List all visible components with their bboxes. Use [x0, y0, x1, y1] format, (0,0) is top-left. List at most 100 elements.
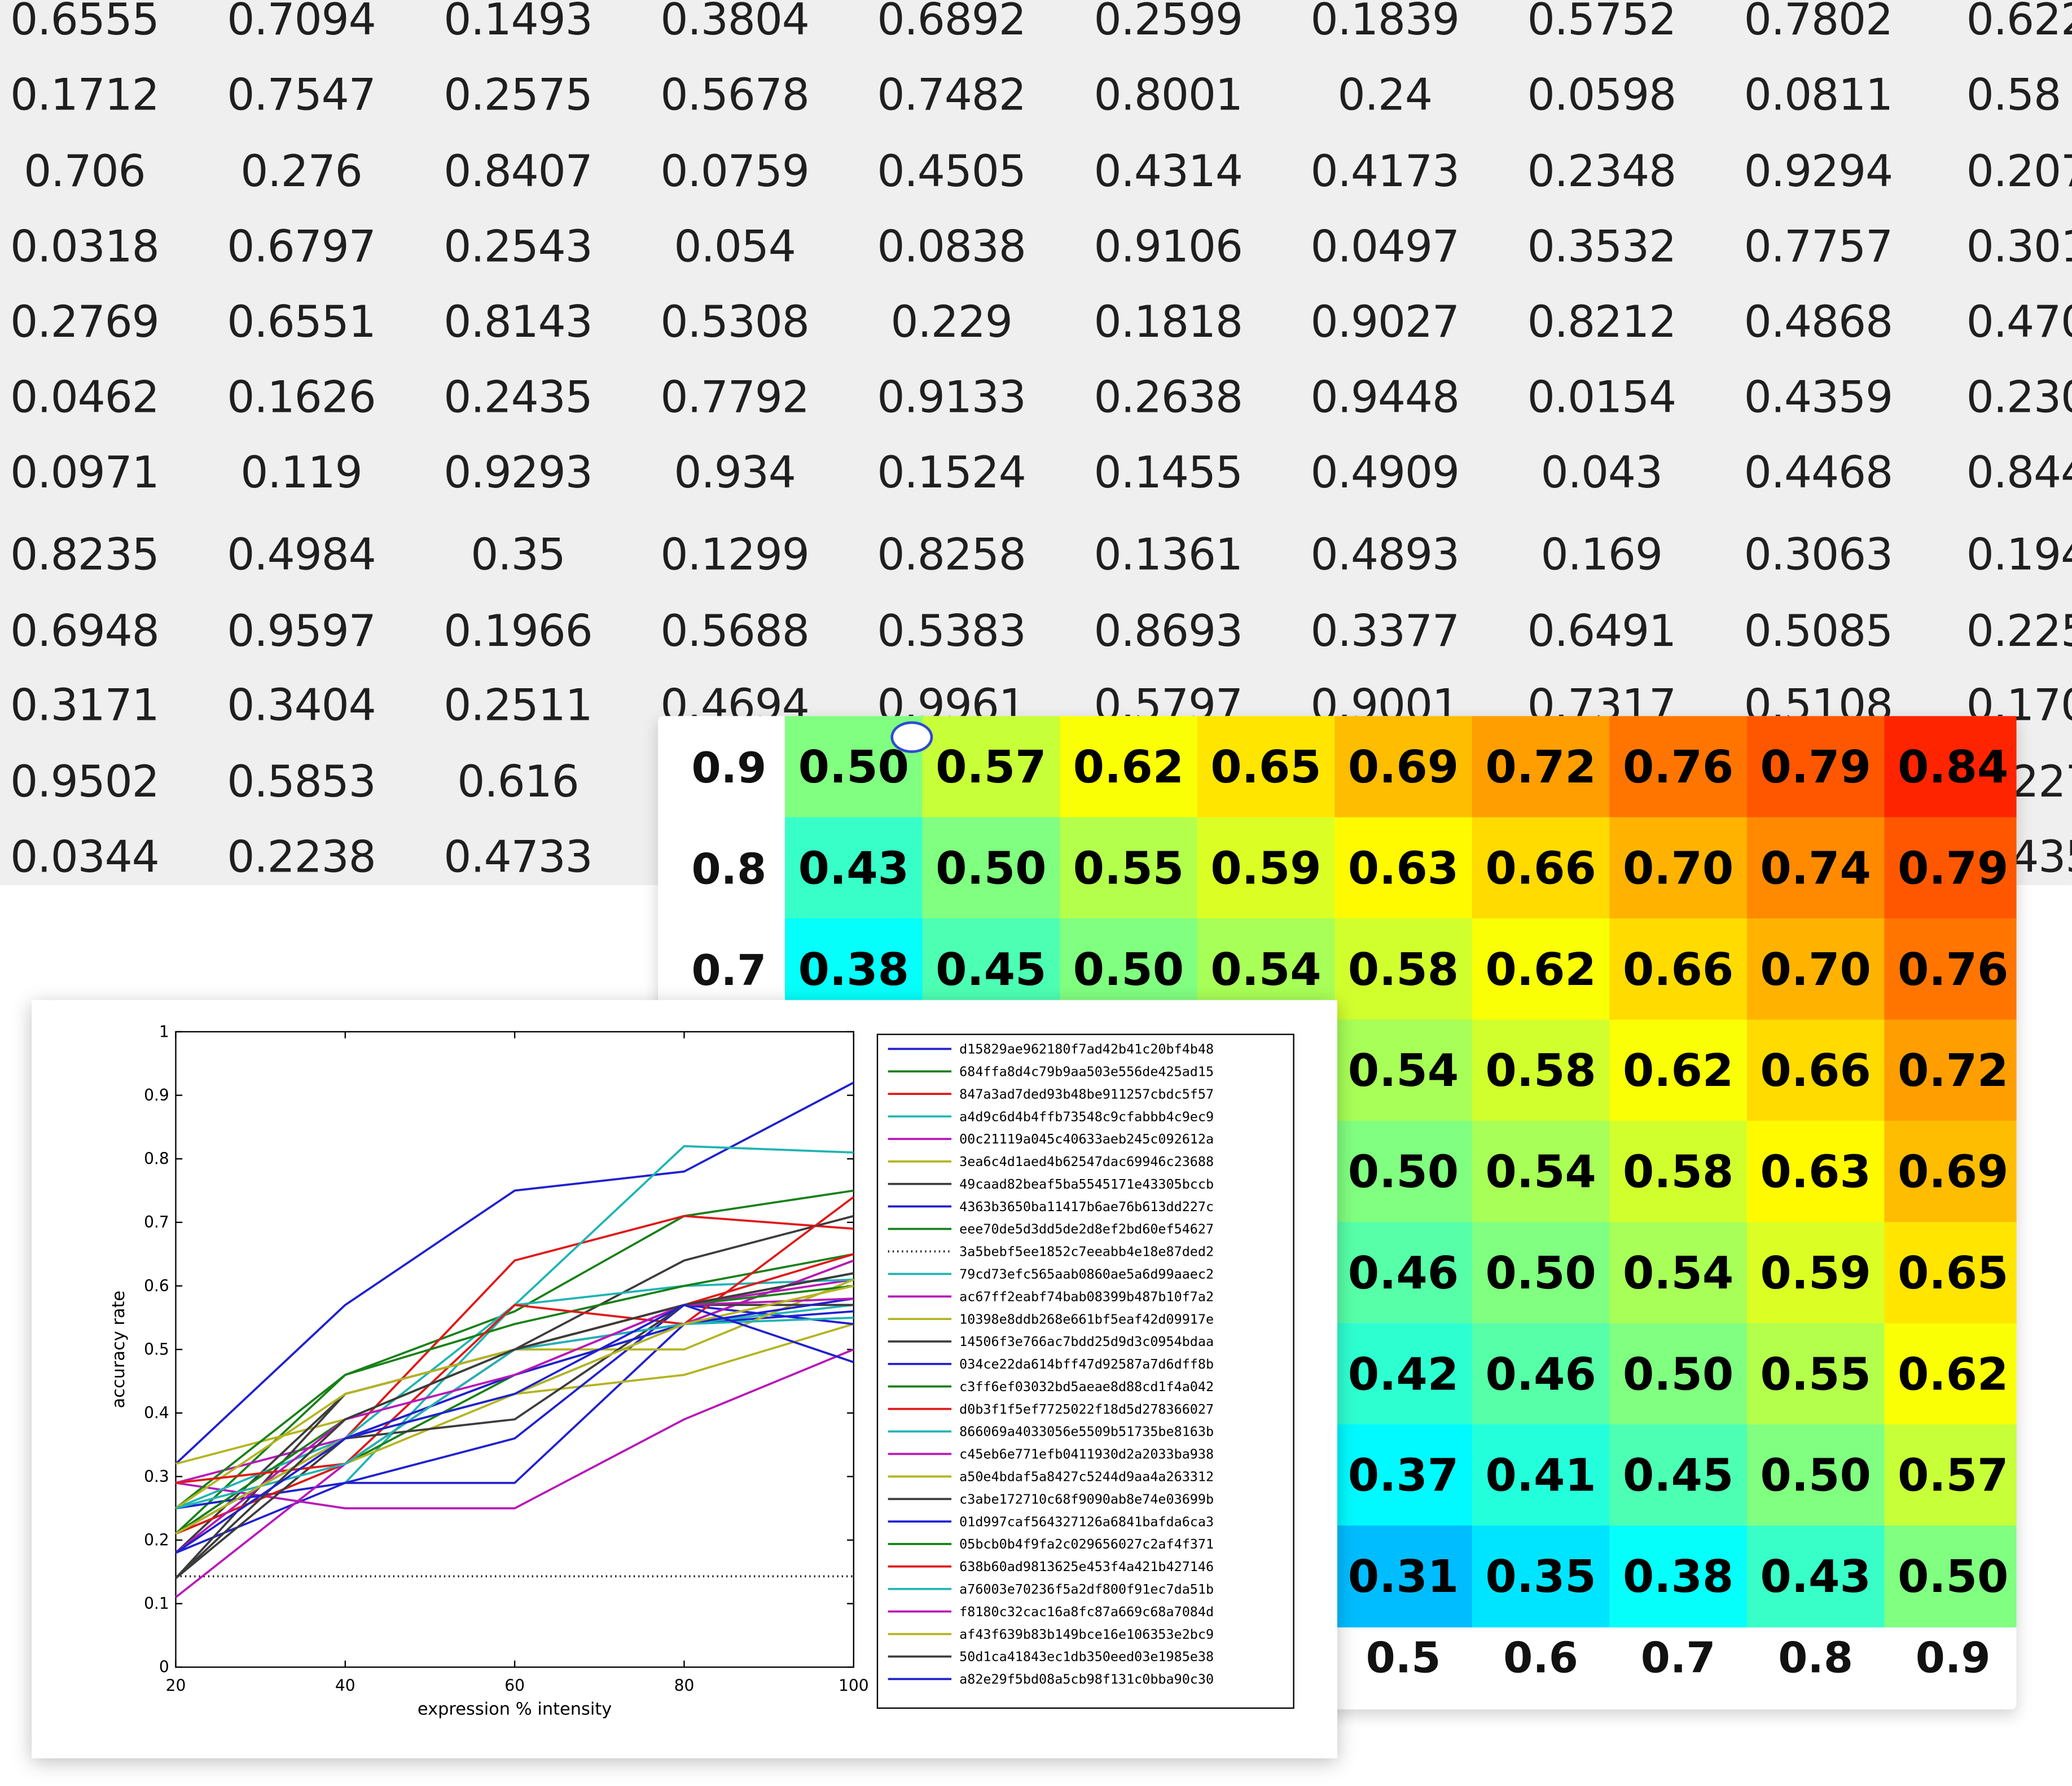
- matrix-cell: 0.4893: [1310, 528, 1460, 580]
- series-line: [175, 1304, 854, 1554]
- heatmap-cell: [1609, 716, 1748, 818]
- heatmap-cell-label: 0.70: [1623, 842, 1733, 894]
- heatmap-cell: [1746, 1424, 1885, 1527]
- matrix-cell: 0.0759: [660, 145, 810, 197]
- matrix-cell: 0.2543: [444, 221, 593, 272]
- heatmap-cell-label: 0.79: [1898, 842, 2008, 894]
- matrix-cell: 0.9502: [10, 755, 160, 807]
- heatmap-cell: [1472, 817, 1610, 920]
- heatmap-cell-label: 0.54: [1485, 1146, 1596, 1198]
- matrix-cell: 0.2769: [10, 296, 160, 347]
- matrix-cell: 0.5085: [1744, 605, 1894, 657]
- matrix-cell: 0.043: [1540, 446, 1663, 498]
- matrix-cell: 0.8407: [444, 145, 593, 197]
- matrix-cell: 227: [2011, 755, 2072, 807]
- legend-entry: 638b60ad9813625e453f4a421b427146: [959, 1559, 1214, 1574]
- matrix-cell: 0.1455: [1094, 446, 1243, 498]
- y-tick-label: 0.6: [144, 1277, 169, 1295]
- legend-entry: d0b3f1f5ef7725022f18d5d278366027: [959, 1401, 1214, 1417]
- heatmap-cell: [1609, 1120, 1748, 1223]
- heatmap-cell-label: 0.76: [1623, 741, 1733, 793]
- matrix-cell: 0.0344: [10, 830, 160, 883]
- heatmap-cell: [1334, 1222, 1473, 1324]
- heatmap-row-label: 0.8: [692, 844, 767, 894]
- matrix-cell: 0.5308: [660, 296, 810, 347]
- legend-entry: eee70de5d3dd5de2d8ef2bd60ef54627: [959, 1221, 1214, 1237]
- heatmap-cell-label: 0.84: [1898, 741, 2008, 793]
- matrix-cell: 0.8235: [10, 528, 160, 580]
- heatmap-cell-label: 0.72: [1485, 741, 1596, 793]
- series-line: [175, 1304, 854, 1580]
- legend-entry: 3a5bebf5ee1852c7eeabb4e18e87ded2: [959, 1244, 1214, 1260]
- matrix-cell: 0.301: [1966, 221, 2072, 272]
- legend-entry: 00c21119a045c40633aeb245c092612a: [959, 1131, 1214, 1147]
- heatmap-cell-label: 0.62: [1073, 741, 1184, 793]
- heatmap-cell-label: 0.76: [1898, 943, 2008, 996]
- matrix-cell: 435: [2011, 830, 2072, 883]
- matrix-cell: 0.7094: [227, 0, 376, 45]
- y-tick-label: 0.4: [144, 1404, 169, 1422]
- heatmap-cell: [1884, 817, 2017, 920]
- heatmap-cell-label: 0.58: [1623, 1146, 1733, 1198]
- heatmap-col-label: 0.5: [1366, 1633, 1441, 1683]
- heatmap-cell: [1334, 1120, 1473, 1223]
- legend-entry: 05bcb0b4f9fa2c029656027c2af4f371: [959, 1536, 1214, 1552]
- heatmap-cell: [922, 716, 1061, 818]
- heatmap-col-label: 0.8: [1778, 1633, 1853, 1683]
- matrix-cell: 0.7482: [877, 68, 1026, 121]
- heatmap-cell-label: 0.55: [1073, 842, 1184, 894]
- heatmap-cell: [1746, 1120, 1885, 1223]
- heatmap-cell-label: 0.63: [1760, 1146, 1871, 1198]
- heatmap-cell: [1746, 918, 1885, 1020]
- heatmap-cell: [1197, 817, 1336, 920]
- matrix-cell: 0.4868: [1744, 296, 1894, 347]
- heatmap-cell-label: 0.59: [1760, 1247, 1871, 1299]
- heatmap-cell: [1472, 716, 1610, 818]
- heatmap-cell-label: 0.62: [1623, 1044, 1733, 1097]
- matrix-window: 0.6555 0.7094 0.1493 0.3804 0.6892 0.2599 0.18…: [0, 0, 2072, 886]
- matrix-cell: 0.1361: [1094, 528, 1243, 580]
- heatmap-cell-label: 0.42: [1348, 1348, 1459, 1400]
- heatmap-cell-label: 0.46: [1485, 1348, 1596, 1400]
- legend-entry: f8180c32cac16a8fc87a669c68a7084d: [959, 1604, 1214, 1620]
- heatmap-cell: [1746, 1019, 1885, 1121]
- matrix-cell: 0.8258: [877, 528, 1026, 580]
- matrix-cell: 0.5678: [660, 68, 810, 121]
- legend-entry: 866069a4033056e5509b51735be8163b: [959, 1424, 1214, 1440]
- heatmap-cell: [1334, 1019, 1473, 1121]
- y-tick-label: 0.8: [144, 1150, 169, 1168]
- heatmap-cell-label: 0.38: [798, 943, 909, 996]
- heatmap-cell: [785, 817, 923, 920]
- matrix-cell: 0.7792: [660, 371, 810, 423]
- y-tick-label: 0: [159, 1658, 169, 1677]
- heatmap-cell-label: 0.79: [1760, 741, 1871, 793]
- matrix-cell: 0.207: [1966, 145, 2072, 197]
- matrix-cell: 0.3404: [227, 679, 376, 731]
- heatmap-cell-label: 0.50: [1898, 1550, 2008, 1603]
- heatmap-cell: [1060, 716, 1198, 818]
- matrix-cell: 0.0462: [10, 371, 160, 423]
- heatmap-cell-label: 0.74: [1760, 842, 1871, 894]
- matrix-cell: 0.470: [1966, 296, 2072, 347]
- legend-entry: af43f639b83b149bce16e106353e2bc9: [959, 1626, 1214, 1642]
- matrix-cell: 0.616: [457, 755, 580, 807]
- heatmap-cell: [1746, 1525, 1885, 1627]
- heatmap-cell: [1884, 918, 2017, 1020]
- legend-entry: 49caad82beaf5ba5545171e43305bccb: [959, 1176, 1214, 1192]
- heatmap-col-label: 0.6: [1503, 1633, 1578, 1683]
- matrix-cell: 0.844: [1966, 446, 2072, 498]
- x-tick-label: 80: [674, 1677, 695, 1695]
- heatmap-row-label: 0.9: [692, 743, 767, 793]
- legend-entry: c45eb6e771efb0411930d2a2033ba938: [959, 1446, 1214, 1462]
- matrix-cell: 0.1299: [660, 528, 810, 580]
- matrix-cell: 0.194: [1966, 528, 2072, 580]
- legend-entry: 79cd73efc565aab0860ae5a6d99aaec2: [959, 1266, 1214, 1282]
- series-line: [175, 1310, 854, 1554]
- matrix-cell: 0.6551: [227, 296, 376, 347]
- matrix-cell: 0.119: [240, 446, 363, 498]
- matrix-cell: 0.3171: [10, 679, 160, 731]
- heatmap-cell: [1746, 817, 1885, 920]
- line-plot-window[interactable]: 0 0.1 0.2 0.3 0.4 0.5 0.6 0.7 0.8 0.9 1 20 40 60 80 100…: [32, 1000, 1337, 1758]
- x-axis-label: expression % intensity: [418, 1700, 612, 1719]
